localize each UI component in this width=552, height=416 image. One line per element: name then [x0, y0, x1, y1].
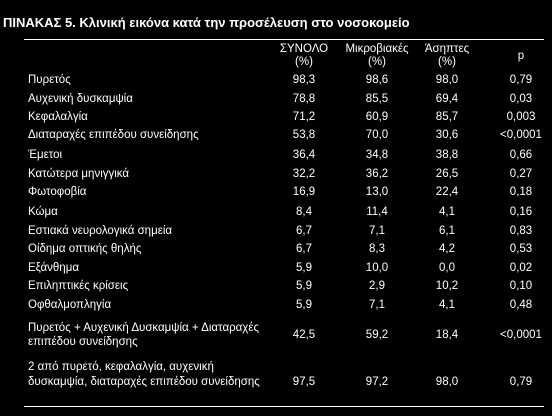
- row-label: Κατώτερα μηνιγγικά: [28, 168, 130, 180]
- value-p: 0,16: [509, 206, 533, 218]
- value-total: 71,2: [292, 111, 316, 123]
- row-label: Επιληπτικές κρίσεις: [28, 280, 129, 292]
- top-rule: [24, 39, 544, 40]
- value-p: 0,79: [509, 376, 533, 388]
- header-bacterial: Μικροβιακές (%): [340, 43, 414, 69]
- value-total: 32,2: [292, 168, 316, 180]
- value-total: 8,4: [296, 206, 312, 218]
- value-bacterial: 13,0: [365, 186, 389, 198]
- value-total: 78,8: [292, 93, 316, 105]
- row-label: Κεφαλαλγία: [28, 111, 88, 123]
- value-bacterial: 59,2: [365, 329, 389, 341]
- value-total: 16,9: [292, 186, 316, 198]
- value-p: 0,003: [506, 111, 536, 123]
- header-p: p: [478, 50, 552, 63]
- value-p: <0,0001: [500, 129, 542, 141]
- value-p: 0,66: [509, 149, 533, 161]
- value-bacterial: 98,6: [365, 74, 389, 86]
- value-aseptic: 4,1: [439, 206, 455, 218]
- value-p: 0,53: [509, 243, 533, 255]
- value-p: <0,0001: [500, 329, 542, 341]
- value-p: 0,10: [509, 280, 533, 292]
- header-aseptic-name: Άσηπτες: [424, 43, 470, 55]
- value-total: 97,5: [292, 376, 316, 388]
- value-bacterial: 2,9: [369, 280, 385, 292]
- value-total: 5,9: [296, 262, 312, 274]
- bottom-rule: [24, 406, 544, 407]
- table-title: ΠΙΝΑΚΑΣ 5. Κλινική εικόνα κατά την προσέ…: [3, 15, 410, 30]
- row-label: Πυρετός: [28, 74, 71, 86]
- value-aseptic: 18,4: [435, 329, 459, 341]
- value-bacterial: 8,3: [369, 243, 385, 255]
- row-label: Αυχενική δυσκαμψία: [28, 93, 133, 105]
- value-bacterial: 11,4: [366, 206, 388, 218]
- value-aseptic: 6,1: [439, 225, 455, 237]
- row-label: Οίδημα οπτικής θηλής: [28, 243, 142, 255]
- value-total: 98,3: [292, 74, 316, 86]
- value-bacterial: 7,1: [369, 299, 385, 311]
- header-aseptic: Άσηπτες (%): [418, 43, 476, 69]
- value-aseptic: 10,2: [435, 280, 459, 292]
- value-bacterial: 70,0: [365, 129, 389, 141]
- value-aseptic: 30,6: [435, 129, 459, 141]
- value-aseptic: 4,2: [439, 243, 455, 255]
- value-aseptic: 85,7: [435, 111, 459, 123]
- value-p: 0,27: [509, 168, 533, 180]
- value-bacterial: 97,2: [365, 376, 389, 388]
- value-total: 6,7: [296, 243, 312, 255]
- value-bacterial: 36,2: [365, 168, 389, 180]
- value-total: 6,7: [296, 225, 312, 237]
- value-bacterial: 34,8: [365, 149, 389, 161]
- value-bacterial: 7,1: [369, 225, 385, 237]
- value-aseptic: 98,0: [435, 74, 459, 86]
- value-p: 0,83: [509, 225, 533, 237]
- value-aseptic: 4,1: [439, 299, 455, 311]
- value-aseptic: 22,4: [435, 186, 459, 198]
- header-p-name: p: [517, 50, 525, 62]
- value-total: 5,9: [296, 299, 312, 311]
- value-bacterial: 85,5: [365, 93, 389, 105]
- row-label: 2 από πυρετό, κεφαλαλγία, αυχενική δυσκα…: [28, 361, 260, 388]
- header-total-name: ΣΥΝΟΛΟ: [279, 43, 329, 55]
- row-label: Εξάνθημα: [28, 262, 79, 274]
- value-total: 5,9: [296, 280, 312, 292]
- row-label: Πυρετός + Αυχενική Δυσκαμψία + Διαταραχέ…: [28, 322, 259, 348]
- row-label: Έμετοι: [28, 149, 63, 161]
- value-aseptic: 38,8: [435, 149, 459, 161]
- value-aseptic: 26,5: [435, 168, 459, 180]
- header-total-unit: (%): [295, 56, 313, 68]
- value-bacterial: 10,0: [365, 262, 389, 274]
- row-label: Φωτοφοβία: [28, 186, 87, 198]
- value-p: 0,79: [509, 74, 533, 86]
- header-bacterial-unit: (%): [368, 56, 386, 68]
- header-aseptic-unit: (%): [438, 56, 456, 68]
- value-p: 0,48: [509, 299, 533, 311]
- row-label: Οφθαλμοπληγία: [28, 299, 112, 311]
- value-aseptic: 98,0: [435, 376, 459, 388]
- value-aseptic: 69,4: [435, 93, 459, 105]
- header-total: ΣΥΝΟΛΟ (%): [260, 43, 348, 69]
- row-label: Εστιακά νευρολογικά σημεία: [28, 225, 173, 237]
- value-total: 42,5: [292, 329, 316, 341]
- header-bacterial-name: Μικροβιακές: [345, 43, 409, 55]
- value-p: 0,18: [509, 186, 533, 198]
- value-aseptic: 0,0: [439, 262, 455, 274]
- row-label: Κώμα: [28, 206, 58, 218]
- value-total: 36,4: [292, 149, 316, 161]
- value-p: 0,03: [509, 93, 533, 105]
- value-total: 53,8: [292, 129, 316, 141]
- value-bacterial: 60,9: [365, 111, 389, 123]
- row-label: Διαταραχές επιπέδου συνείδησης: [28, 129, 199, 141]
- value-p: 0,02: [509, 262, 533, 274]
